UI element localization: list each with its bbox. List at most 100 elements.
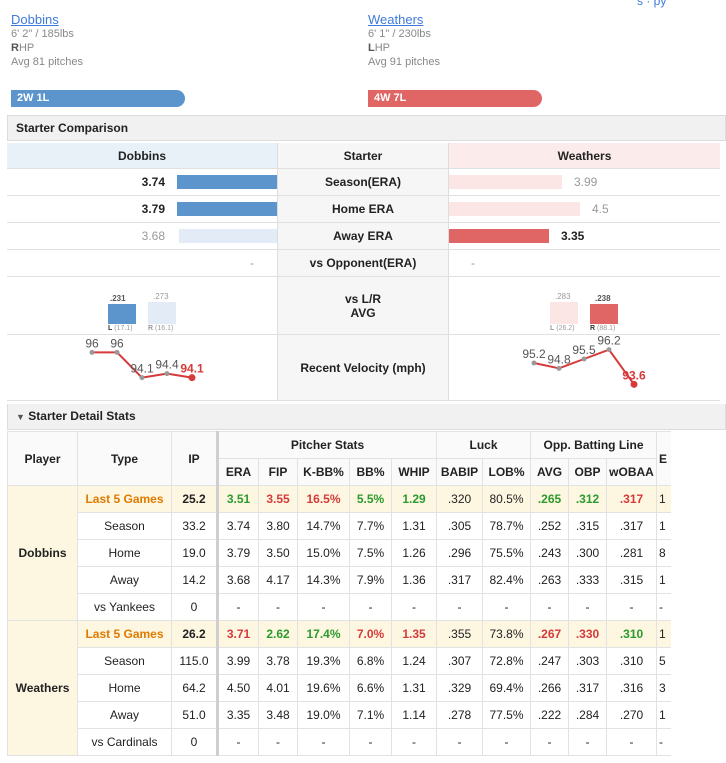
comparison-label: vs Opponent(ERA) [277,250,449,276]
stat-cell: - [297,593,350,621]
velocity-segment [608,349,635,385]
subheader: OBP [568,458,607,486]
comparison-left-cell: 3.79 [7,196,277,222]
stat-cell: - [217,593,259,621]
subheader: BABIP [436,458,483,486]
stat-cell: .252 [530,512,569,540]
ip-cell: 33.2 [171,512,219,540]
stat-cell: .330 [568,620,607,648]
stat-cell: 7.7% [349,512,392,540]
comparison-row: 3.74 Season(ERA) 3.99 [7,169,720,196]
stat-cell: 4.01 [258,674,298,702]
velocity-right: 95.2 94.8 95.5 96.2 93.6 [449,334,720,400]
table-row: Season 33.2 3.74 3.80 14.7% 7.7% 1.31.305 78.7%… [8,512,671,540]
stat-cell: 1.35 [391,620,437,648]
stat-cell: .316 [606,674,657,702]
table-row: Home 19.0 3.79 3.50 15.0% 7.5% 1.26.296 75.5% .2… [8,539,671,567]
stat-cell: - [482,593,531,621]
ip-cell: 51.0 [171,701,219,729]
velocity-segment [141,372,168,379]
lr-l-bar [550,302,578,324]
stat-cell: - [258,593,298,621]
pitcher-avg-pitches: Avg 81 pitches [11,56,83,68]
stat-cell: - [530,593,569,621]
stat-cell: 3.55 [258,485,298,513]
stat-cell: - [349,593,392,621]
velocity-chart-left: 96 96 94.1 94.4 94.1 [85,336,204,382]
lr-l-label: L (17.1) [108,325,133,332]
stat-cell: 19.6% [297,674,350,702]
stat-cell: 5.5% [349,485,392,513]
split-type: vs Yankees [77,593,172,621]
velocity-label: 94.1 [130,362,154,376]
lr-r-bar [148,302,176,324]
lr-r-value: .273 [153,292,169,301]
stat-cell: 19.0% [297,701,350,729]
ip-cell: 64.2 [171,674,219,702]
velocity-point [188,374,196,382]
ip-cell: 0 [171,728,219,756]
ip-cell: 14.2 [171,566,219,594]
stat-cell: .270 [606,701,657,729]
cut-cell: 1 [656,701,671,729]
split-type: Last 5 Games [77,485,172,513]
cut-cell: 1 [656,566,671,594]
pitcher-hand: LHP [368,42,391,54]
velocity-label: 95.2 [522,347,546,361]
subheader: ERA [217,458,259,486]
ip-cell: 115.0 [171,647,219,675]
lr-l-value: .231 [110,294,126,303]
comparison-left-cell: 3.68 [7,223,277,249]
stat-cell: .315 [568,512,607,540]
stat-cell: - [217,728,259,756]
stat-cell: 3.80 [258,512,298,540]
stat-cell: .320 [436,485,483,513]
comparison-right-cell: 4.5 [449,196,720,222]
lr-right: .283 L (26.2) .238 R (88.1) [449,277,720,334]
pitcher-name-link[interactable]: Dobbins [11,12,59,27]
stat-cell: 15.0% [297,539,350,567]
table-row: Weathers Last 5 Games 26.2 3.71 2.62 17.4% 7.0… [7,620,671,756]
table-row: vs Yankees 0- - - - - - - - - - - [8,593,671,621]
stat-cell: 3.79 [217,539,259,567]
cut-cell: 5 [656,647,671,675]
pitcher-hand: RHP [11,42,35,54]
pitcher-size: 6' 2" / 185lbs [11,28,74,40]
lr-r-value: .238 [595,294,611,303]
stat-cell: .222 [530,701,569,729]
lr-r-bar [590,304,618,324]
subheader: wOBAA [606,458,657,486]
left-value: 3.74 [141,175,165,189]
th-luck: Luck [436,431,531,459]
pitcher-avg-pitches: Avg 91 pitches [368,56,440,68]
detail-stats-header[interactable]: ▼ Starter Detail Stats [7,404,726,430]
top-link-cut[interactable]: s · py [637,0,667,8]
right-value: 4.5 [592,202,609,216]
split-type: Season [77,647,172,675]
ip-cell: 25.2 [171,485,219,513]
stat-cell: .307 [436,647,483,675]
collapse-triangle-icon[interactable]: ▼ [16,412,25,422]
stat-cell: - [436,728,483,756]
stat-cell: 1.31 [391,512,437,540]
stat-cell: 14.7% [297,512,350,540]
stat-cell: 77.5% [482,701,531,729]
velocity-point [89,349,95,355]
pitcher-name-link[interactable]: Weathers [368,12,424,27]
cut-cell: - [656,593,671,621]
stat-cell: - [436,593,483,621]
stat-cell: - [297,728,350,756]
stat-cell: 3.74 [217,512,259,540]
velocity-segment [583,348,610,360]
th-opp-batting: Opp. Batting Line [530,431,657,459]
stat-cell: .317 [436,566,483,594]
th-pitcher-stats: Pitcher Stats [217,431,437,459]
comparison-row: 3.79 Home ERA 4.5 [7,196,720,223]
stat-cell: 7.5% [349,539,392,567]
comparison-header-row: Dobbins Starter Weathers [7,143,720,169]
subheader: FIP [258,458,298,486]
comparison-label: Home ERA [277,196,449,222]
lr-avg-label: vs L/R AVG [277,277,449,334]
right-bar [449,229,549,243]
subheader: LOB% [482,458,531,486]
